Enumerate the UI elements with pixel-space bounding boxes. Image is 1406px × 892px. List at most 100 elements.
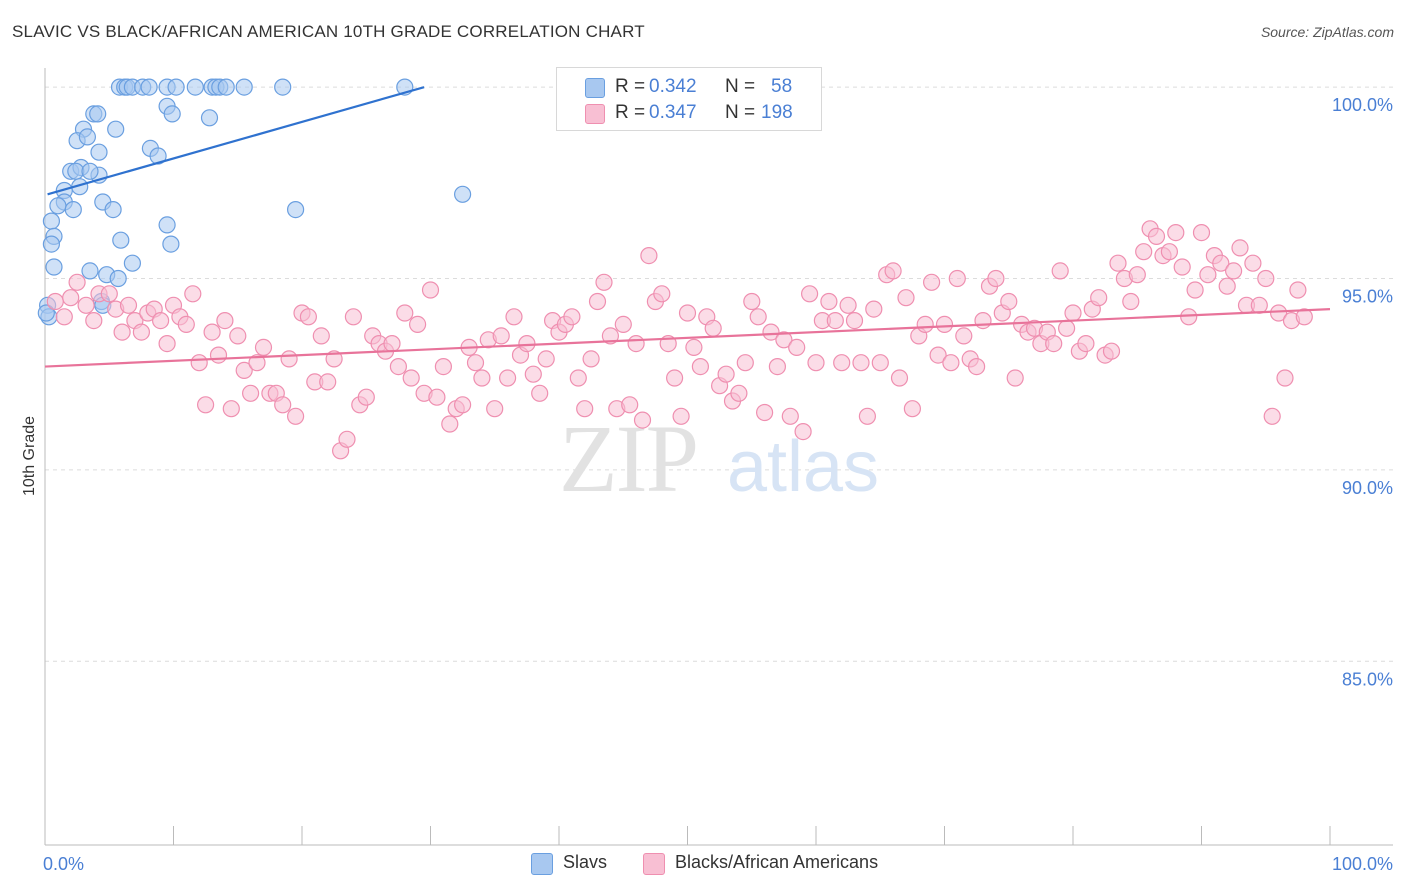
bottom-legend-label-slavs: Slavs [563, 852, 608, 872]
data-point [222, 400, 240, 418]
data-point [113, 323, 131, 341]
data-point [274, 396, 292, 414]
data-point [749, 308, 767, 326]
data-point [190, 354, 208, 372]
data-point [524, 365, 542, 383]
data-point [89, 105, 107, 123]
data-point [1218, 277, 1236, 295]
data-point [884, 262, 902, 280]
data-point [987, 269, 1005, 288]
data-point [935, 315, 954, 333]
y-tick-label: 85.0% [1342, 669, 1393, 689]
data-point [903, 400, 922, 418]
data-point [794, 423, 812, 441]
data-point [1269, 304, 1288, 322]
data-point [1045, 335, 1063, 353]
data-point [762, 323, 780, 341]
data-point [37, 304, 55, 322]
data-point [897, 289, 915, 307]
data-point [1186, 281, 1204, 299]
data-point [807, 354, 825, 372]
legend-n-label: N = [725, 76, 756, 97]
data-point [775, 331, 793, 349]
data-point [537, 350, 555, 368]
data-point [1122, 292, 1140, 311]
chart-title: SLAVIC VS BLACK/AFRICAN AMERICAN 10TH GR… [12, 22, 645, 41]
watermark-atlas: atlas [727, 427, 879, 507]
data-point [871, 354, 889, 372]
legend-n-value: 58 [771, 76, 793, 97]
data-point [569, 369, 587, 387]
data-point [916, 315, 934, 333]
legend-swatch-slavs [585, 78, 605, 98]
data-point [531, 384, 549, 402]
data-point [68, 273, 86, 291]
data-point [492, 327, 510, 345]
data-point [441, 415, 459, 433]
data-point [77, 296, 95, 314]
data-point [119, 296, 138, 314]
data-point [633, 411, 652, 429]
data-point [197, 396, 215, 414]
data-point [1167, 224, 1185, 242]
data-point [434, 358, 452, 376]
data-point [1135, 243, 1153, 261]
data-point [357, 388, 375, 406]
data-point [1057, 319, 1076, 337]
data-point [781, 407, 799, 425]
data-point [421, 281, 440, 299]
data-point [1147, 227, 1166, 245]
data-point [62, 289, 80, 307]
data-point [274, 78, 292, 96]
data-point [955, 327, 973, 345]
trend-line-1 [44, 308, 1331, 368]
data-point [1006, 369, 1024, 387]
data-point [163, 105, 181, 123]
data-point [184, 285, 202, 303]
data-point [788, 338, 806, 356]
data-point [1244, 254, 1262, 272]
legend-r-value: 0.342 [649, 76, 697, 97]
data-point [158, 335, 176, 353]
x-tick-label-max: 100.0% [1332, 854, 1393, 874]
data-point [1109, 254, 1127, 272]
data-point [1199, 266, 1217, 284]
axes [44, 68, 1393, 846]
data-point [672, 407, 690, 425]
data-point [1128, 266, 1146, 284]
data-point [582, 350, 600, 368]
bottom-legend-label-blacks: Blacks/African Americans [675, 852, 879, 872]
data-point [132, 323, 150, 341]
data-point [922, 273, 941, 291]
data-point [800, 285, 819, 303]
data-point [46, 292, 64, 311]
data-point [85, 312, 103, 330]
data-point [112, 231, 130, 249]
data-point [717, 365, 735, 383]
data-point [974, 312, 992, 330]
y-tick-label: 90.0% [1342, 478, 1393, 498]
watermark: ZIP atlas [559, 405, 879, 512]
data-point [820, 292, 838, 311]
y-axis-label: 10th Grade [21, 416, 38, 496]
data-point [736, 354, 754, 372]
data-point [929, 346, 947, 364]
data-point [1257, 269, 1275, 288]
data-point [665, 369, 684, 387]
data-point [454, 396, 472, 414]
data-point [55, 308, 73, 326]
data-point [601, 327, 620, 345]
data-point [107, 120, 125, 138]
data-point [299, 308, 317, 326]
data-point [614, 315, 632, 333]
data-point [1289, 281, 1307, 299]
data-point [287, 201, 305, 219]
data-point [1064, 304, 1082, 322]
data-point [90, 143, 108, 161]
data-point [100, 285, 118, 303]
data-point [280, 350, 298, 368]
data-point [833, 354, 851, 372]
data-point [158, 216, 176, 234]
data-point [1250, 296, 1268, 314]
